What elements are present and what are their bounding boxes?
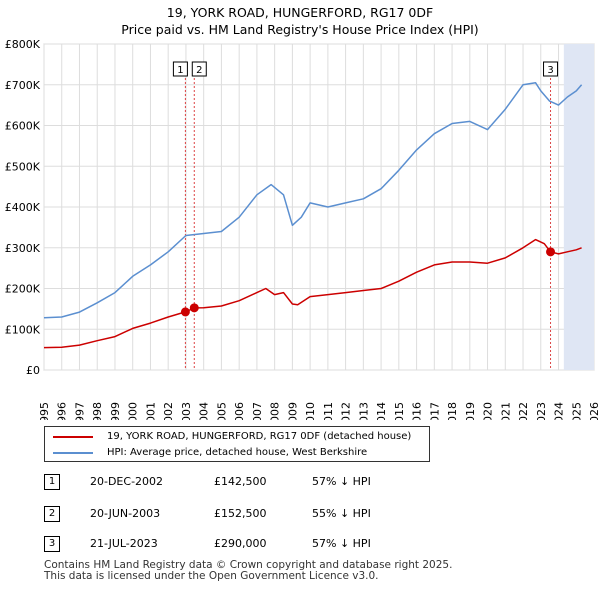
property-price-line — [43, 238, 582, 349]
y-tick-label: £800K — [5, 38, 41, 51]
sale-number-badge: 3 — [44, 536, 60, 552]
sale-hpi-diff: 57% ↓ HPI — [312, 475, 371, 488]
sale-hpi-diff: 57% ↓ HPI — [312, 537, 371, 550]
x-tick-label: 2019 — [464, 402, 477, 420]
x-tick-label: 2003 — [180, 402, 193, 420]
shaded-band — [563, 44, 594, 370]
y-tick-label: £500K — [5, 160, 41, 173]
sale-row: 2 20-JUN-2003 £152,500 55% ↓ HPI — [44, 504, 444, 524]
x-tick-label: 1999 — [109, 402, 122, 420]
legend-label: 19, YORK ROAD, HUNGERFORD, RG17 0DF (det… — [107, 431, 412, 442]
x-tick-label: 1996 — [56, 402, 69, 420]
sale-number-badge: 2 — [44, 506, 60, 522]
x-tick-label: 1998 — [91, 402, 104, 420]
chart-title-block: 19, YORK ROAD, HUNGERFORD, RG17 0DF Pric… — [0, 4, 600, 38]
sale-price: £142,500 — [214, 475, 267, 488]
y-tick-label: £400K — [5, 201, 41, 214]
x-tick-label: 2018 — [446, 402, 459, 420]
shaded-region — [563, 44, 594, 370]
y-tick-label: £600K — [5, 120, 41, 133]
x-axis-ticks: 1995 1996 1997 1998 1999 2000 2001 2002 2003 2004… — [38, 402, 600, 420]
x-tick-label: 2004 — [198, 402, 211, 420]
x-tick-label: 2006 — [233, 402, 246, 420]
sale-badge-label: 1 — [177, 65, 183, 76]
sale-hpi-diff: 55% ↓ HPI — [312, 507, 371, 520]
sale-point — [180, 307, 190, 317]
sale-markers — [184, 66, 552, 370]
sale-badges: 1 2 3 — [172, 61, 559, 77]
sale-badge-box — [543, 61, 559, 77]
sale-badge-label: 3 — [547, 65, 553, 76]
series-lines — [43, 81, 583, 349]
sale-price: £290,000 — [214, 537, 267, 550]
x-tick-label: 2024 — [553, 402, 566, 420]
sale-date: 20-JUN-2003 — [90, 507, 161, 520]
x-tick-label: 2002 — [162, 402, 175, 420]
price-chart: £0 £100K £200K £300K £400K £500K £600K £700K £80… — [5, 38, 600, 420]
sale-row: 1 20-DEC-2002 £142,500 57% ↓ HPI — [44, 472, 444, 492]
legend-swatch-blue — [53, 452, 93, 454]
x-tick-label: 2015 — [393, 402, 406, 420]
x-tick-label: 2000 — [127, 402, 140, 420]
sale-badge-box — [172, 61, 188, 77]
x-tick-label: 2022 — [517, 402, 530, 420]
sale-point — [189, 303, 199, 313]
y-tick-label: £300K — [5, 242, 41, 255]
x-tick-label: 1997 — [73, 402, 86, 420]
x-tick-label: 2016 — [411, 402, 424, 420]
footer: Contains HM Land Registry data © Crown c… — [44, 560, 452, 582]
x-tick-label: 2026 — [588, 402, 600, 420]
sale-row: 3 21-JUL-2023 £290,000 57% ↓ HPI — [44, 534, 444, 554]
legend-swatch-red — [53, 436, 93, 438]
sale-badge-box — [191, 61, 207, 77]
sale-number-badge: 1 — [44, 474, 60, 490]
x-tick-label: 2017 — [428, 402, 441, 420]
sale-date: 21-JUL-2023 — [90, 537, 158, 550]
y-tick-label: £200K — [5, 283, 41, 296]
x-tick-label: 2011 — [322, 402, 335, 420]
footer-licence: This data is licensed under the Open Gov… — [44, 570, 379, 582]
x-tick-label: 2025 — [570, 402, 583, 420]
sale-price: £152,500 — [214, 507, 267, 520]
x-tick-label: 2001 — [144, 402, 157, 420]
sale-point — [546, 247, 556, 257]
x-tick-label: 2012 — [340, 402, 353, 420]
y-tick-label: £100K — [5, 323, 41, 336]
sale-badge-label: 2 — [196, 65, 202, 76]
x-tick-label: 2008 — [269, 402, 282, 420]
x-tick-label: 2020 — [482, 402, 495, 420]
x-tick-label: 2023 — [535, 402, 548, 420]
footer-copyright: Contains HM Land Registry data © Crown c… — [44, 559, 453, 571]
chart-title: 19, YORK ROAD, HUNGERFORD, RG17 0DF — [166, 5, 434, 20]
x-tick-label: 2010 — [304, 402, 317, 420]
x-tick-label: 2021 — [499, 402, 512, 420]
x-tick-label: 2005 — [215, 402, 228, 420]
legend: 19, YORK ROAD, HUNGERFORD, RG17 0DF (det… — [44, 426, 430, 462]
x-tick-label: 2007 — [251, 402, 264, 420]
y-tick-label: £0 — [26, 364, 40, 377]
x-tick-label: 2009 — [286, 402, 299, 420]
x-tick-label: 2013 — [357, 402, 370, 420]
chart-subtitle: Price paid vs. HM Land Registry's House … — [121, 22, 479, 37]
hpi-line — [43, 81, 583, 319]
sale-points — [180, 247, 556, 317]
legend-label: HPI: Average price, detached house, West… — [107, 447, 368, 458]
x-tick-label: 1995 — [38, 402, 51, 420]
x-tick-label: 2014 — [375, 402, 388, 420]
y-tick-label: £700K — [5, 79, 41, 92]
y-axis-ticks: £0 £100K £200K £300K £400K £500K £600K £700K £80… — [5, 38, 41, 377]
sale-date: 20-DEC-2002 — [90, 475, 164, 488]
